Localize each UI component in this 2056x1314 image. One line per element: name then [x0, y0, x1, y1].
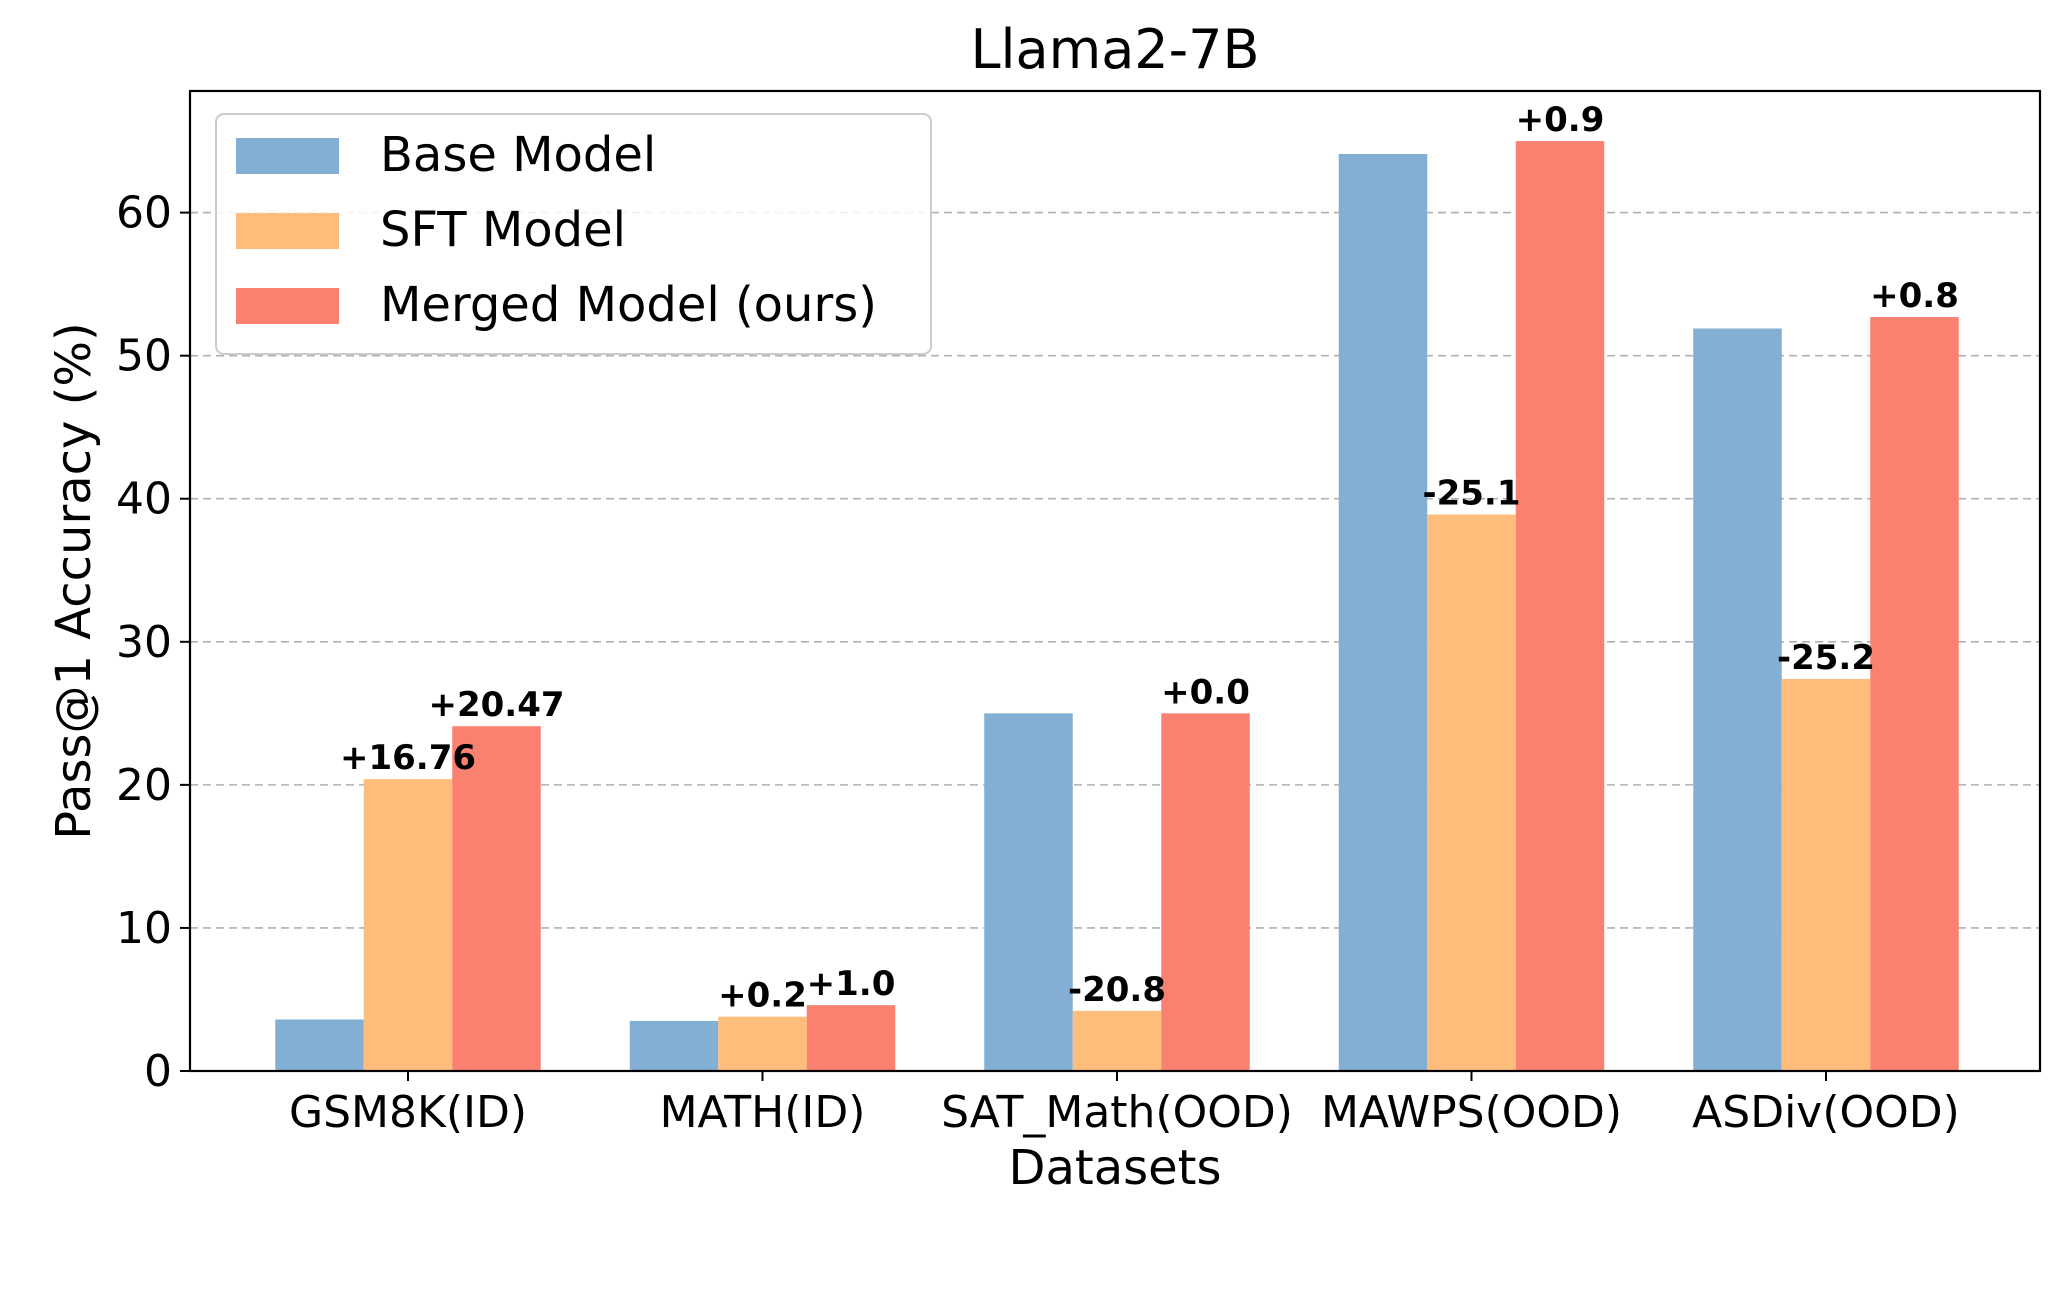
- bar-base-model-0: [275, 1019, 364, 1071]
- bar-annotations: +16.76 +20.47 +0.2 +1.0 -20.8 +0.0 -25.1 +0.9 -2…: [340, 100, 1959, 1016]
- x-tick-label: ASDiv(OOD): [1692, 1087, 1960, 1138]
- bar-merged-model-ours-0: [452, 726, 541, 1071]
- x-tick-label: MATH(ID): [660, 1087, 866, 1138]
- bar-annotation: -25.2: [1777, 638, 1875, 678]
- y-tick-label: 60: [116, 188, 172, 239]
- bar-sft-model-2: [1072, 1010, 1162, 1071]
- bar-base-model-4: [1693, 328, 1782, 1072]
- bar-merged-model-ours-1: [806, 1005, 896, 1071]
- legend: Base Model SFT Model Merged Model (ours): [215, 113, 932, 355]
- bar-sft-model-4: [1781, 679, 1871, 1071]
- bar-merged-model-ours-3: [1515, 141, 1605, 1071]
- bar-base-model-2: [984, 713, 1073, 1071]
- y-tick-label: 40: [116, 474, 172, 525]
- bar-sft-model-0: [363, 779, 453, 1071]
- chart-title: Llama2-7B: [970, 18, 1259, 81]
- y-axis: 0 10 20 30 40 50 60: [116, 188, 190, 1097]
- x-tick-label: MAWPS(OOD): [1321, 1087, 1622, 1138]
- bar-annotation: +1.0: [807, 964, 896, 1004]
- legend-swatch-sft-model: [236, 213, 339, 249]
- bar-sft-model-1: [718, 1016, 807, 1071]
- y-tick-label: 20: [116, 760, 172, 811]
- x-axis: GSM8K(ID) MATH(ID) SAT_Math(OOD) MAWPS(OOD)…: [289, 1071, 1960, 1138]
- legend-label-merged-model: Merged Model (ours): [380, 277, 877, 333]
- x-tick-label: SAT_Math(OOD): [941, 1087, 1293, 1138]
- bar-merged-model-ours-2: [1161, 713, 1250, 1071]
- bar-annotation: +0.8: [1870, 276, 1959, 316]
- bar-merged-model-ours-4: [1870, 317, 1959, 1071]
- legend-label-sft-model: SFT Model: [380, 202, 626, 258]
- bar-annotation: +0.0: [1161, 672, 1250, 712]
- y-tick-label: 30: [116, 617, 172, 668]
- bar-sft-model-3: [1427, 514, 1516, 1071]
- y-tick-label: 10: [116, 903, 172, 954]
- bar-annotation: +16.76: [340, 738, 476, 778]
- bars: [275, 141, 1959, 1072]
- bar-annotation: +0.9: [1516, 100, 1605, 140]
- legend-frame: [215, 113, 932, 355]
- bar-annotation: +0.2: [718, 976, 807, 1016]
- bar-annotation: -25.1: [1423, 473, 1521, 513]
- plot-frame: [188, 89, 2042, 1073]
- bar-base-model-3: [1338, 153, 1428, 1071]
- legend-label-base-model: Base Model: [380, 127, 656, 183]
- bar-annotation: +20.47: [428, 685, 564, 725]
- bar-base-model-1: [629, 1020, 719, 1071]
- legend-swatch-base-model: [236, 138, 339, 174]
- x-tick-label: GSM8K(ID): [289, 1087, 527, 1138]
- x-axis-label: Datasets: [1009, 1140, 1222, 1196]
- legend-swatch-merged-model: [236, 288, 339, 324]
- y-tick-label: 50: [116, 331, 172, 382]
- y-tick-label: 0: [144, 1046, 172, 1097]
- bar-annotation: -20.8: [1068, 970, 1166, 1010]
- y-axis-label: Pass@1 Accuracy (%): [46, 322, 102, 839]
